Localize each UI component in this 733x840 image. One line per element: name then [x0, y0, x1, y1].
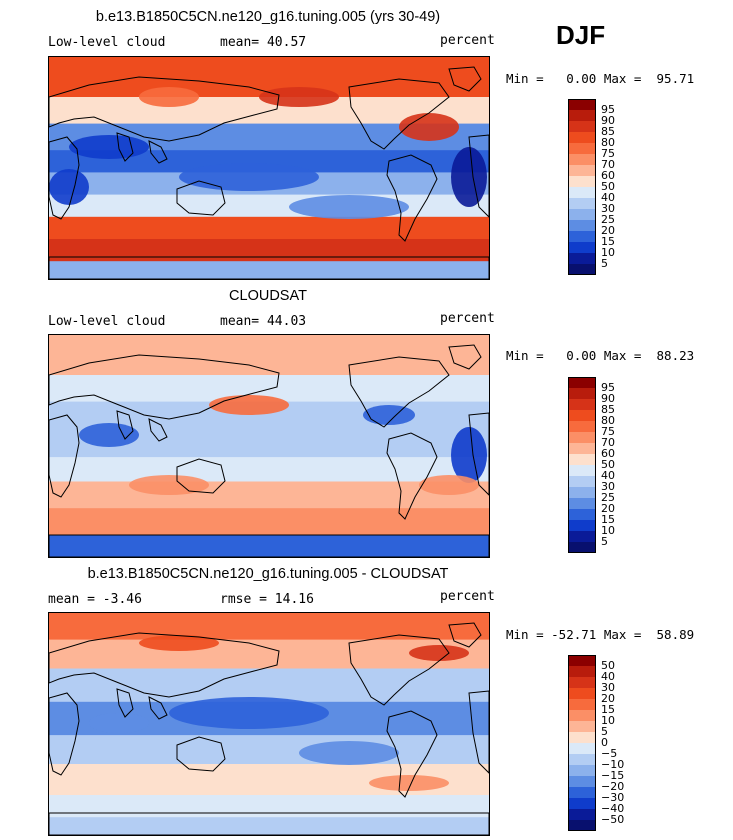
colorbar-label: 50	[601, 458, 615, 471]
colorbar-label: 15	[601, 235, 615, 248]
colorbar-label: 30	[601, 202, 615, 215]
colorbar-label: 40	[601, 469, 615, 482]
panel-2-minmax: Min = 0.00 Max = 88.23	[506, 348, 695, 363]
colorbar-label: −40	[601, 802, 625, 815]
colorbar-label: 0	[601, 736, 608, 749]
panel-1-map-field	[49, 57, 489, 279]
colorbar-label: 20	[601, 502, 615, 515]
colorbar-label: 85	[601, 125, 615, 138]
panel-2-map	[48, 334, 490, 558]
colorbar-label: 40	[601, 670, 615, 683]
colorbar-label: 85	[601, 403, 615, 416]
colorbar-label: 40	[601, 191, 615, 204]
colorbar-label: 75	[601, 147, 615, 160]
panel-1-title: b.e13.B1850C5CN.ne120_g16.tuning.005 (yr…	[95, 9, 441, 25]
colorbar-label: 20	[601, 692, 615, 705]
colorbar-label: 5	[601, 257, 608, 270]
colorbar-label: 60	[601, 169, 615, 182]
colorbar-label: 50	[601, 659, 615, 672]
panel-2-map-field	[49, 335, 489, 557]
panel-3-rmse-label: rmse = 14.16	[220, 592, 314, 607]
panel-3-map-field	[49, 613, 489, 835]
colorbar-label: 25	[601, 213, 615, 226]
colorbar-label: −10	[601, 758, 625, 771]
colorbar-label: −15	[601, 769, 625, 782]
panel-1-minmax: Min = 0.00 Max = 95.71	[506, 71, 695, 86]
colorbar-label: 10	[601, 524, 615, 537]
colorbar-label: 50	[601, 180, 615, 193]
colorbar-label: 70	[601, 158, 615, 171]
colorbar-label: 10	[601, 246, 615, 259]
colorbar-label: 10	[601, 714, 615, 727]
colorbar-label: −50	[601, 813, 625, 826]
panel-1-mean-label: mean= 40.57	[220, 35, 307, 50]
colorbar-label: 15	[601, 703, 615, 716]
colorbar-label: −20	[601, 780, 625, 793]
panel-3-minmax: Min = -52.71 Max = 58.89	[506, 627, 695, 642]
colorbar-label: 95	[601, 103, 615, 116]
panel-2-left-label: Low-level cloud	[48, 314, 166, 329]
panel-3-title: b.e13.B1850C5CN.ne120_g16.tuning.005 - C…	[87, 566, 449, 582]
colorbar-label: 75	[601, 425, 615, 438]
colorbar-label: −30	[601, 791, 625, 804]
colorbar-label: 20	[601, 224, 615, 237]
colorbar-label: 30	[601, 681, 615, 694]
colorbar-label: 5	[601, 535, 608, 548]
season-label: DJF	[556, 20, 606, 50]
panel-2-title: CLOUDSAT	[229, 288, 307, 304]
colorbar-label: 80	[601, 136, 615, 149]
colorbar-label: 90	[601, 114, 615, 127]
panel-3-map	[48, 612, 490, 836]
colorbar-label: 60	[601, 447, 615, 460]
panel-3-mean-label: mean = -3.46	[48, 592, 142, 607]
panel-1-units: percent	[440, 33, 495, 48]
panel-2-units: percent	[440, 311, 495, 326]
panel-1-left-label: Low-level cloud	[48, 35, 166, 50]
colorbar-label: 15	[601, 513, 615, 526]
colorbar-label: 5	[601, 725, 608, 738]
colorbar-label: 90	[601, 392, 615, 405]
colorbar-label: 25	[601, 491, 615, 504]
colorbar-label: 30	[601, 480, 615, 493]
colorbar-label: −5	[601, 747, 618, 760]
colorbar-label: 70	[601, 436, 615, 449]
colorbar-label: 95	[601, 381, 615, 394]
colorbar-frame	[568, 377, 596, 553]
colorbar-frame	[568, 655, 596, 831]
colorbar-label: 80	[601, 414, 615, 427]
panel-1-map	[48, 56, 490, 280]
panel-2-mean-label: mean= 44.03	[220, 314, 307, 329]
panel-3-units: percent	[440, 589, 495, 604]
colorbar-frame	[568, 99, 596, 275]
